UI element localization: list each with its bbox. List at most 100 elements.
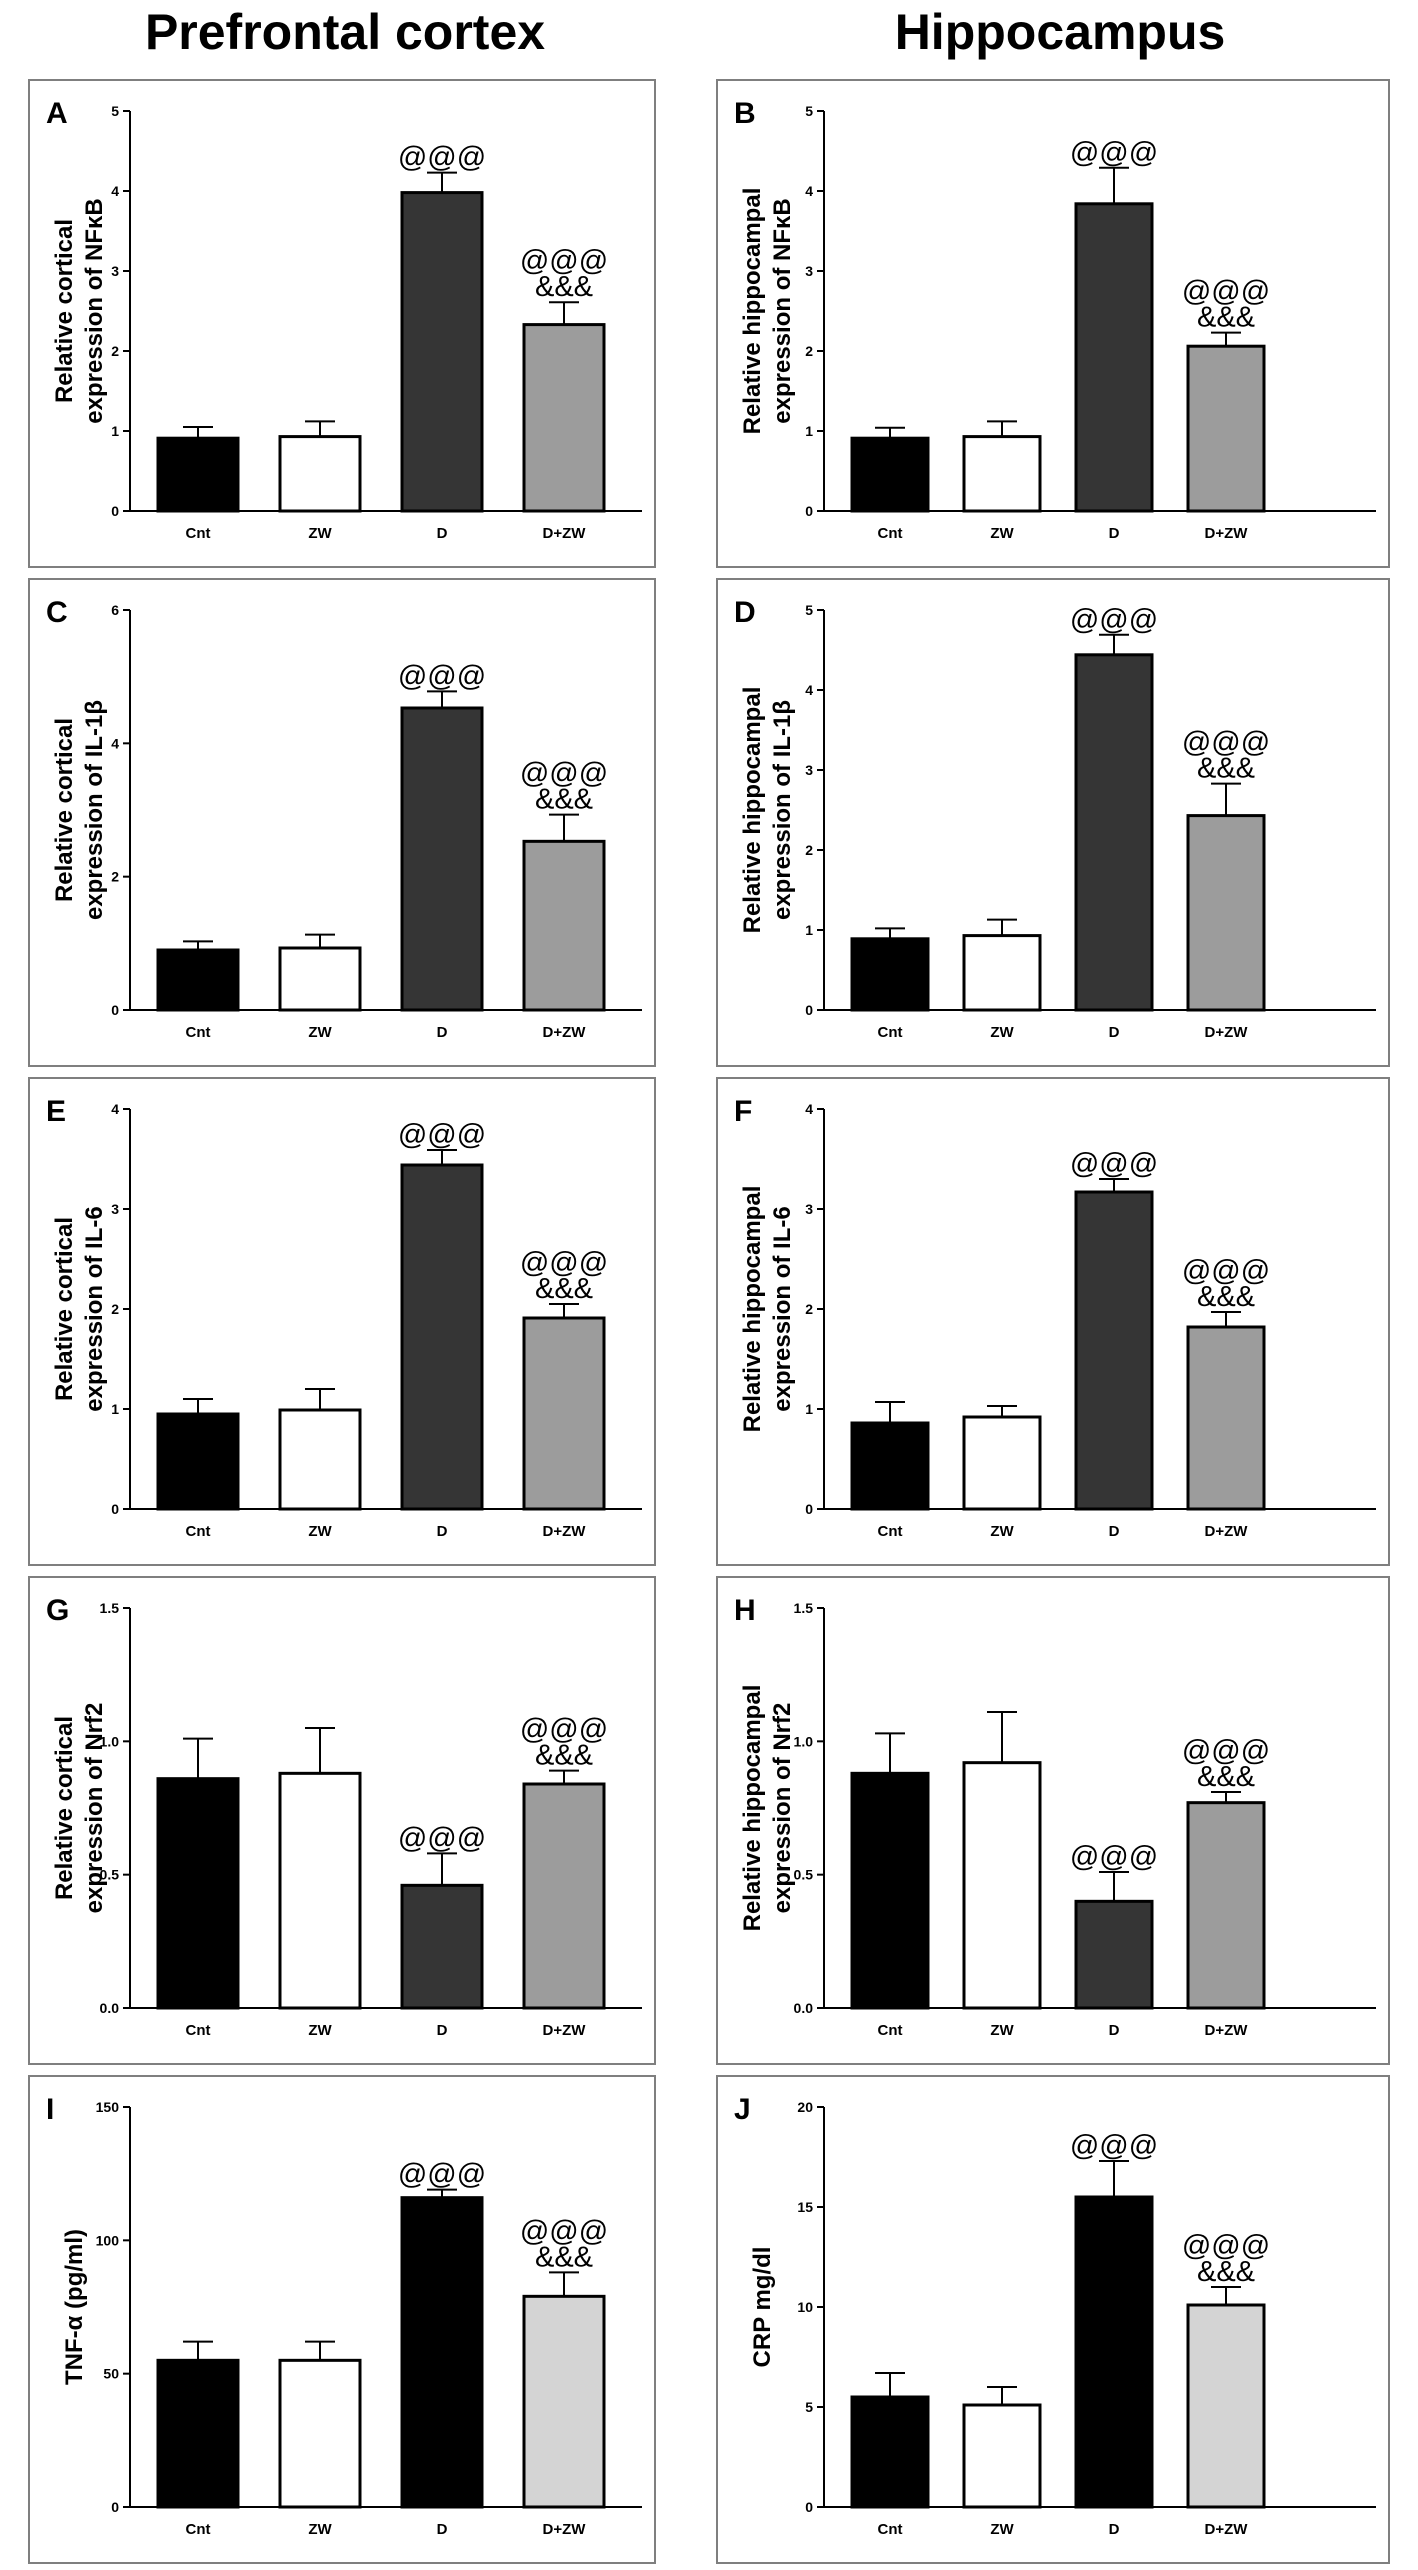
y-tick-label: 2 bbox=[805, 1301, 813, 1317]
y-tick-label: 5 bbox=[805, 602, 813, 618]
y-axis-label: Relative cortical bbox=[51, 219, 78, 403]
x-tick-label: Cnt bbox=[878, 525, 903, 542]
significance-annotation: @@@ &&& bbox=[520, 1247, 608, 1305]
significance-annotation: @@@ &&& bbox=[520, 2215, 608, 2273]
x-tick-label: Cnt bbox=[878, 1523, 903, 1540]
x-tick-label: D bbox=[1109, 1523, 1120, 1540]
x-tick-label: Cnt bbox=[878, 2521, 903, 2538]
bar bbox=[850, 937, 930, 1012]
y-tick-label: 2 bbox=[111, 343, 119, 359]
y-tick-label: 3 bbox=[111, 263, 119, 279]
x-tick-label: Cnt bbox=[186, 2521, 211, 2538]
bar bbox=[1186, 344, 1266, 513]
x-tick-label: ZW bbox=[990, 1523, 1014, 1540]
x-tick-label: D+ZW bbox=[1205, 2521, 1249, 2538]
significance-annotation: @@@ bbox=[1070, 1148, 1158, 1180]
bar bbox=[1074, 202, 1154, 513]
y-tick-label: 1.5 bbox=[100, 1600, 120, 1616]
chart-panel-g: G Relative cortical expression of Nrf2 0.0 0… bbox=[28, 1576, 656, 2065]
y-tick-label: 0 bbox=[805, 503, 813, 519]
x-tick-label: D bbox=[437, 1024, 448, 1041]
significance-annotation: @@@ &&& bbox=[520, 245, 608, 303]
x-tick-label: D bbox=[1109, 525, 1120, 542]
x-tick-label: D bbox=[437, 1523, 448, 1540]
y-tick-label: 1.0 bbox=[794, 1733, 814, 1749]
bar-chart-svg: F Relative hippocampal expression of IL-6 0… bbox=[734, 1095, 1376, 1540]
bar-chart-svg: A Relative cortical expression of NFκB 0 1 2 3… bbox=[46, 97, 642, 542]
panel-letter: H bbox=[734, 1594, 756, 1627]
chart-panel-b: B Relative hippocampal expression of NFκB 0… bbox=[716, 79, 1390, 568]
bar bbox=[1074, 1190, 1154, 1511]
x-tick-label: ZW bbox=[990, 525, 1014, 542]
bar bbox=[850, 436, 930, 513]
x-tick-label: ZW bbox=[990, 1024, 1014, 1041]
bar bbox=[278, 1408, 362, 1511]
x-tick-label: D bbox=[437, 525, 448, 542]
significance-annotation: @@@ bbox=[1070, 604, 1158, 636]
bar bbox=[278, 1771, 362, 2010]
bar bbox=[400, 1883, 484, 2010]
y-axis-label: expression of NFκB bbox=[769, 198, 796, 423]
panel-letter: E bbox=[46, 1095, 66, 1128]
bar-chart-svg: G Relative cortical expression of Nrf2 0.0 0… bbox=[46, 1594, 642, 2039]
bar-chart-svg: J CRP mg/dl 0 5 10 15 20 Cnt ZW D @@@ D+ZW @@@ &&& bbox=[734, 2093, 1376, 2538]
significance-annotation: @@@ bbox=[398, 1822, 486, 1854]
y-axis-label: expression of NFκB bbox=[81, 198, 108, 423]
chart-panel-a: A Relative cortical expression of NFκB 0 1 2 3… bbox=[28, 79, 656, 568]
x-tick-label: D+ZW bbox=[543, 2022, 587, 2039]
y-tick-label: 5 bbox=[805, 103, 813, 119]
y-axis-label: expression of IL-1β bbox=[81, 700, 108, 920]
y-tick-label: 1 bbox=[111, 423, 119, 439]
bar bbox=[850, 1771, 930, 2010]
x-tick-label: D+ZW bbox=[1205, 1024, 1249, 1041]
y-axis-label: expression of Nrf2 bbox=[769, 1703, 796, 1914]
significance-annotation: @@@ &&& bbox=[1182, 2230, 1270, 2288]
x-tick-label: D bbox=[1109, 1024, 1120, 1041]
bar bbox=[400, 2196, 484, 2509]
y-tick-label: 1 bbox=[111, 1401, 119, 1417]
panel-letter: D bbox=[734, 596, 756, 629]
y-tick-label: 0 bbox=[111, 2499, 119, 2515]
bar bbox=[156, 1777, 240, 2010]
x-tick-label: D+ZW bbox=[543, 1024, 587, 1041]
x-tick-label: Cnt bbox=[186, 1523, 211, 1540]
y-axis-label: expression of IL-6 bbox=[81, 1206, 108, 1411]
bar bbox=[278, 2358, 362, 2509]
y-axis-label: Relative cortical bbox=[51, 1217, 78, 1401]
significance-annotation: @@@ bbox=[398, 2159, 486, 2191]
y-tick-label: 2 bbox=[805, 842, 813, 858]
bar-chart-svg: E Relative cortical expression of IL-6 0 1 2 3… bbox=[46, 1095, 642, 1540]
panel-letter: F bbox=[734, 1095, 752, 1128]
significance-annotation: @@@ &&& bbox=[1182, 727, 1270, 785]
panel-letter: A bbox=[46, 97, 68, 130]
y-tick-label: 1 bbox=[805, 423, 813, 439]
y-tick-label: 50 bbox=[103, 2366, 119, 2382]
bar bbox=[278, 435, 362, 513]
significance-annotation: @@@ &&& bbox=[1182, 276, 1270, 334]
x-tick-label: D bbox=[437, 2521, 448, 2538]
bar bbox=[400, 1163, 484, 1511]
bar bbox=[1074, 653, 1154, 1012]
bar bbox=[522, 1316, 606, 1511]
y-axis-label: TNF-α (pg/ml) bbox=[61, 2229, 88, 2385]
bar-chart-svg: D Relative hippocampal expression of IL-1β… bbox=[734, 596, 1376, 1041]
y-tick-label: 4 bbox=[111, 735, 119, 751]
bar-chart-svg: I TNF-α (pg/ml) 0 50 100 150 Cnt ZW D @@@ D+ZW @@@ &… bbox=[46, 2093, 642, 2538]
y-tick-label: 1.5 bbox=[794, 1600, 814, 1616]
significance-annotation: @@@ bbox=[1070, 137, 1158, 169]
bar bbox=[522, 2294, 606, 2509]
y-tick-label: 0 bbox=[111, 1002, 119, 1018]
y-tick-label: 0 bbox=[111, 503, 119, 519]
x-tick-label: ZW bbox=[990, 2022, 1014, 2039]
y-tick-label: 1.0 bbox=[100, 1733, 120, 1749]
y-axis-label: expression of Nrf2 bbox=[81, 1703, 108, 1914]
bar bbox=[278, 946, 362, 1012]
y-tick-label: 0 bbox=[111, 1501, 119, 1517]
significance-annotation: @@@ bbox=[398, 1119, 486, 1151]
x-tick-label: Cnt bbox=[186, 1024, 211, 1041]
x-tick-label: D bbox=[437, 2022, 448, 2039]
x-tick-label: ZW bbox=[308, 1523, 332, 1540]
y-tick-label: 0 bbox=[805, 1002, 813, 1018]
bar-chart-svg: B Relative hippocampal expression of NFκB 0… bbox=[734, 97, 1376, 542]
